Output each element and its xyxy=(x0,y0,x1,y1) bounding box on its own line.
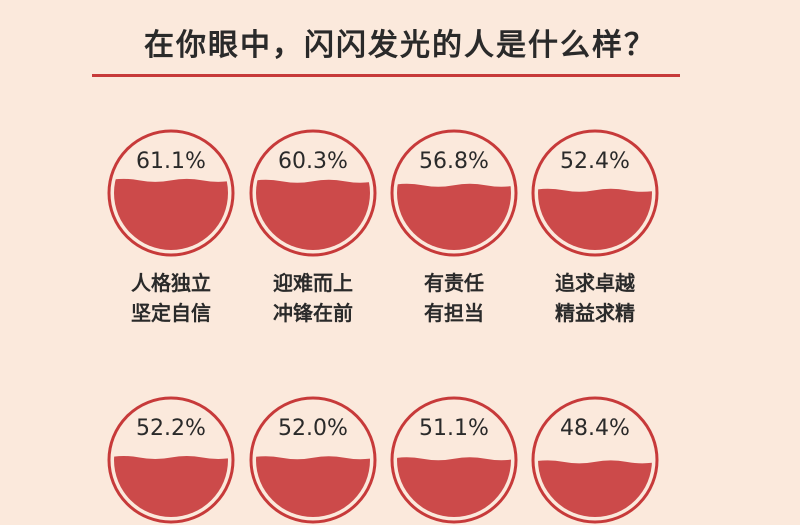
gauge: 56.8% xyxy=(390,129,518,257)
gauge-category-line: 冲锋在前 xyxy=(273,301,353,325)
gauge-category-label: 有责任 有担当 xyxy=(374,268,534,328)
gauge-value-label: 48.4% xyxy=(560,416,630,441)
gauge: 60.3% xyxy=(249,129,377,257)
gauge-fill xyxy=(538,460,652,517)
gauge-category-line: 有责任 xyxy=(424,271,484,295)
gauge-category-line: 精益求精 xyxy=(555,301,635,325)
gauge-category-line: 坚定自信 xyxy=(131,301,211,325)
gauge-fill xyxy=(256,456,370,517)
gauge-value-label: 52.2% xyxy=(136,416,206,441)
gauge-category-label: 迎难而上 冲锋在前 xyxy=(233,268,393,328)
gauge: 61.1% xyxy=(107,129,235,257)
gauge-value-label: 56.8% xyxy=(419,149,489,174)
title-underline xyxy=(92,74,680,77)
gauge-value-label: 60.3% xyxy=(278,149,348,174)
gauge-category-label: 人格独立 坚定自信 xyxy=(91,268,251,328)
gauge-category-line: 人格独立 xyxy=(131,271,211,295)
gauge-category-label: 追求卓越 精益求精 xyxy=(515,268,675,328)
gauge-value-label: 52.0% xyxy=(278,416,348,441)
gauge: 48.4% xyxy=(531,396,659,524)
page-title: 在你眼中，闪闪发光的人是什么样？ xyxy=(144,28,656,63)
gauge-value-label: 61.1% xyxy=(136,149,206,174)
gauge-fill xyxy=(114,455,228,517)
gauge: 52.0% xyxy=(249,396,377,524)
gauge-fill xyxy=(397,457,511,517)
gauge-value-label: 52.4% xyxy=(560,149,630,174)
gauge: 51.1% xyxy=(390,396,518,524)
gauge: 52.2% xyxy=(107,396,235,524)
gauge-category-line: 追求卓越 xyxy=(555,271,635,295)
gauge: 52.4% xyxy=(531,129,659,257)
gauge-category-line: 有担当 xyxy=(424,301,484,325)
gauge-value-label: 51.1% xyxy=(419,416,489,441)
gauge-category-line: 迎难而上 xyxy=(273,271,353,295)
